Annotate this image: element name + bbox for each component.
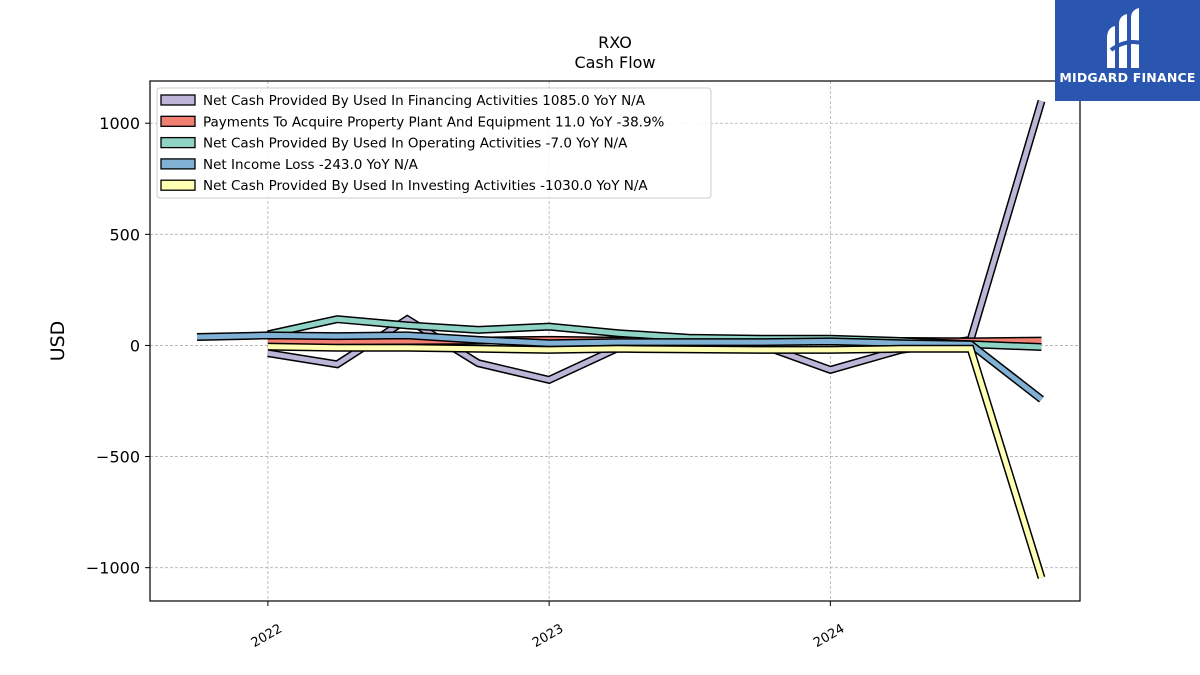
y-tick-label-3: 500 (109, 225, 140, 244)
x-tick-label-0: 2022 (249, 621, 285, 651)
legend-label-1: Payments To Acquire Property Plant And E… (203, 114, 665, 130)
legend-box (156, 87, 712, 199)
x-tick-label-1: 2023 (530, 621, 566, 651)
chart-title: RXO (598, 33, 632, 52)
y-axis-ticks: −1000 −500 0 500 1000 (86, 114, 150, 578)
legend-swatch-4 (160, 179, 196, 191)
legend-swatch-1 (160, 115, 196, 127)
y-tick-label-0: −1000 (86, 559, 140, 578)
midgard-finance-logo: MIDGARD FINANCE (1055, 0, 1200, 101)
series-line-4 (267, 342, 1046, 579)
series-fill-3 (196, 332, 1044, 402)
x-tick-label-2: 2024 (811, 621, 847, 651)
legend-label-2: Net Cash Provided By Used In Operating A… (203, 136, 628, 152)
logo-mark-icon (1107, 8, 1146, 68)
logo-label: MIDGARD FINANCE (1059, 70, 1196, 85)
y-tick-label-4: 1000 (99, 114, 140, 133)
legend-swatch-2 (160, 136, 196, 149)
legend-swatch-0 (160, 94, 196, 106)
legend-label-3: Net Income Loss -243.0 YoY N/A (203, 157, 419, 173)
series-line-3 (196, 331, 1044, 403)
series-lines (196, 99, 1046, 579)
chart-subtitle: Cash Flow (574, 53, 655, 72)
y-tick-label-1: −500 (96, 448, 140, 467)
y-tick-label-2: 0 (130, 336, 140, 355)
legend-label-4: Net Cash Provided By Used In Investing A… (203, 178, 648, 194)
x-axis-ticks: 2022 2023 2024 (249, 601, 847, 651)
series-fill-4 (267, 344, 1044, 579)
y-axis-label: USD (47, 321, 69, 362)
legend: Net Cash Provided By Used In Financing A… (156, 87, 712, 199)
legend-swatch-3 (160, 158, 196, 170)
plot-frame (149, 80, 1081, 602)
legend-label-0: Net Cash Provided By Used In Financing A… (203, 93, 646, 109)
series-outline-4 (267, 342, 1046, 579)
